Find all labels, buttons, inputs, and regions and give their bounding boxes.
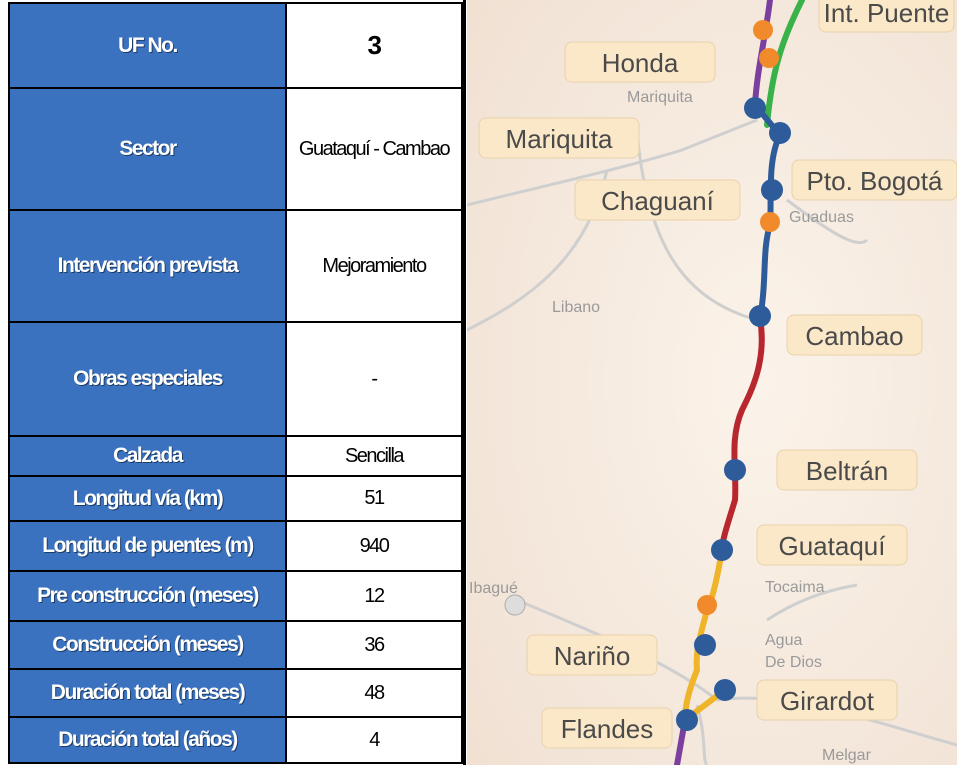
map: Int. Puente Honda Mariquita Pto. Bogotá Chag… bbox=[467, 0, 957, 765]
place-label: Guataquí bbox=[779, 531, 887, 561]
node bbox=[504, 594, 526, 616]
table-row: Longitud de puentes (m) 940 bbox=[8, 520, 463, 572]
node bbox=[760, 212, 780, 232]
table: UF No. 3 Sector Guataquí - Cambao Intervenci… bbox=[8, 2, 463, 764]
place-name: Melgar bbox=[822, 747, 872, 764]
label-cell: Longitud de puentes (m) bbox=[8, 520, 287, 572]
place-label: Int. Puente bbox=[824, 0, 950, 28]
value-cell: Mejoramiento bbox=[285, 209, 463, 323]
label-box bbox=[564, 41, 716, 83]
value-cell: 48 bbox=[285, 668, 463, 718]
label-box bbox=[786, 314, 923, 356]
label-cell: Obras especiales bbox=[8, 321, 287, 437]
place-name: Agua bbox=[765, 632, 802, 649]
place-name: Mariquita bbox=[627, 89, 693, 106]
value-cell: 3 bbox=[285, 2, 463, 89]
table-row: Sector Guataquí - Cambao bbox=[8, 87, 463, 211]
place-name: Ibagué bbox=[469, 580, 518, 597]
value-cell: 36 bbox=[285, 620, 463, 670]
table-row: Construcción (meses) 36 bbox=[8, 620, 463, 670]
label-box bbox=[574, 179, 741, 221]
table-row: UF No. 3 bbox=[8, 2, 463, 89]
label-box bbox=[791, 159, 957, 201]
label-box bbox=[541, 707, 673, 749]
value-cell: Guataquí - Cambao bbox=[285, 87, 463, 211]
place-label: Nariño bbox=[554, 641, 631, 671]
label-cell: UF No. bbox=[8, 2, 287, 89]
label-box bbox=[818, 0, 955, 33]
table-row: Intervención prevista Mejoramiento bbox=[8, 209, 463, 323]
value-cell: 940 bbox=[285, 520, 463, 572]
place-name: Libano bbox=[552, 299, 600, 316]
place-label: Cambao bbox=[805, 321, 903, 351]
table-row: Pre construcción (meses) 12 bbox=[8, 570, 463, 622]
place-label: Beltrán bbox=[806, 456, 888, 486]
node bbox=[753, 20, 773, 40]
value-cell: Sencilla bbox=[285, 435, 463, 477]
node bbox=[759, 48, 779, 68]
label-cell: Longitud vía (km) bbox=[8, 475, 287, 522]
label-cell: Sector bbox=[8, 87, 287, 211]
place-label: Girardot bbox=[780, 686, 875, 716]
node bbox=[711, 539, 733, 561]
value-cell: 12 bbox=[285, 570, 463, 622]
node bbox=[761, 179, 783, 201]
place-name: Guaduas bbox=[789, 209, 854, 226]
label-cell: Duración total (años) bbox=[8, 716, 287, 764]
node bbox=[744, 97, 766, 119]
node bbox=[769, 122, 791, 144]
node bbox=[697, 595, 717, 615]
label-box bbox=[478, 117, 640, 159]
label-box bbox=[756, 679, 898, 721]
place-label: Flandes bbox=[561, 714, 654, 744]
node bbox=[676, 709, 698, 731]
table-row: Duración total (meses) 48 bbox=[8, 668, 463, 718]
label-cell: Pre construcción (meses) bbox=[8, 570, 287, 622]
value-cell: 4 bbox=[285, 716, 463, 764]
label-box bbox=[526, 634, 658, 676]
place-label: Pto. Bogotá bbox=[807, 166, 943, 196]
label-box bbox=[756, 524, 908, 566]
place-name: De Dios bbox=[765, 654, 822, 671]
label-box bbox=[776, 449, 918, 491]
place-label: Honda bbox=[602, 48, 679, 78]
table-row: Obras especiales - bbox=[8, 321, 463, 437]
value-cell: 51 bbox=[285, 475, 463, 522]
label-cell: Construcción (meses) bbox=[8, 620, 287, 670]
node bbox=[749, 305, 771, 327]
node bbox=[714, 679, 736, 701]
label-cell: Duración total (meses) bbox=[8, 668, 287, 718]
table-row: Calzada Sencilla bbox=[8, 435, 463, 477]
label-cell: Intervención prevista bbox=[8, 209, 287, 323]
divider bbox=[463, 0, 466, 765]
label-cell: Calzada bbox=[8, 435, 287, 477]
node bbox=[694, 634, 716, 656]
table-row: Longitud vía (km) 51 bbox=[8, 475, 463, 522]
table-row: Duración total (años) 4 bbox=[8, 716, 463, 764]
place-label: Chaguaní bbox=[601, 186, 715, 216]
value-cell: - bbox=[285, 321, 463, 437]
place-label: Mariquita bbox=[506, 124, 613, 154]
node bbox=[724, 459, 746, 481]
place-name: Tocaima bbox=[765, 579, 825, 596]
